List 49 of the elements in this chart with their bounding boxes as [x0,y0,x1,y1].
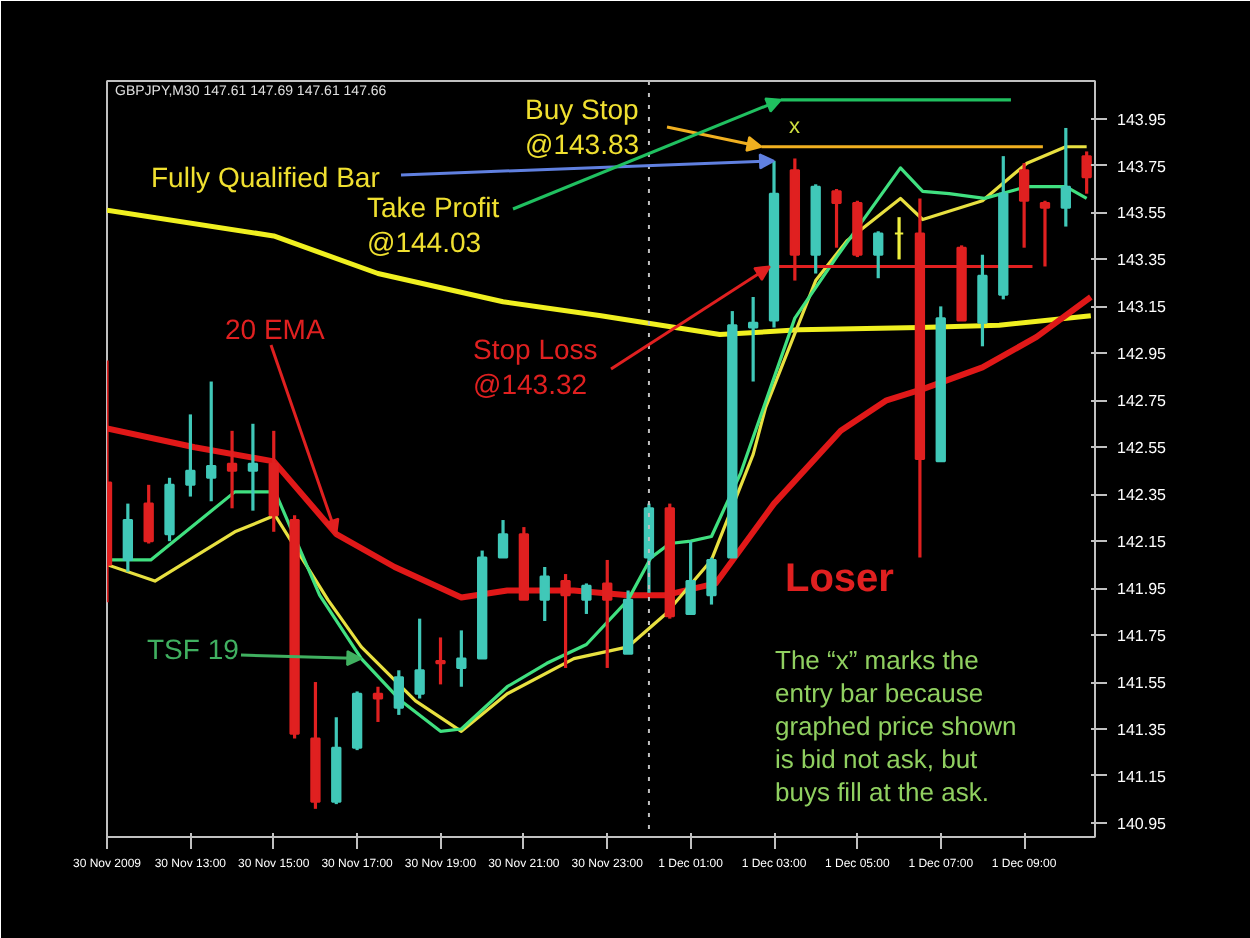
candlestick [706,556,717,607]
candlestick [747,295,759,384]
y-tick-label: 142.75 [1117,392,1168,411]
candlestick [185,412,196,499]
candlestick [143,483,154,546]
candlestick [873,229,884,280]
candlestick [539,565,550,623]
y-tick-label: 143.55 [1117,204,1168,223]
annotation: Fully Qualified Bar [151,161,381,193]
y-tick-label: 141.35 [1117,721,1168,739]
y-tick-label: 143.35 [1117,251,1168,270]
y-tick-label: 141.95 [1117,580,1168,599]
candlestick [831,187,842,250]
annotation: The “x” marks the entry bar because graphed price shown is bid not ask, but buys fill at the ask. [775,645,1017,807]
annotation: TSF 19 [147,633,240,665]
candlestick [206,379,217,503]
y-tick-label: 140.95 [1117,814,1168,833]
y-tick-label: 143.95 [1117,110,1168,129]
candlestick [1018,161,1030,250]
y-tick-label: 141.55 [1117,674,1168,693]
y-tick-label: 141.75 [1117,627,1168,646]
candlestick [372,685,384,724]
annotation: Stop Loss @143.32 [473,333,598,401]
candlestick [1039,199,1051,269]
annotation: Loser [785,557,895,601]
y-tick-label: 143.15 [1117,298,1168,317]
candlestick [226,429,238,510]
candlestick [1081,149,1092,196]
candlestick [122,502,134,574]
y-tick-label: 142.35 [1117,486,1168,505]
y-tick-label: 142.55 [1117,439,1168,458]
candlestick [435,635,446,686]
annotation: Take Profit @144.03 [367,191,500,259]
annotation: 20 EMA [225,313,326,345]
candlestick [393,668,404,717]
candlestick [581,581,592,616]
candlestick [497,518,509,560]
y-tick-label: 141.15 [1117,767,1168,786]
candlestick [1060,126,1071,229]
candlestick [685,539,696,616]
y-tick-label: 142.95 [1117,345,1168,364]
annotation: x [789,115,801,139]
candlestick [456,628,467,689]
annotation: Buy Stop @143.83 [525,93,640,161]
candlestick [977,253,988,348]
y-tick-label: 142.15 [1117,533,1168,552]
candlestick [414,617,425,701]
y-tick-label: 143.75 [1117,157,1168,176]
candlestick [247,422,259,513]
